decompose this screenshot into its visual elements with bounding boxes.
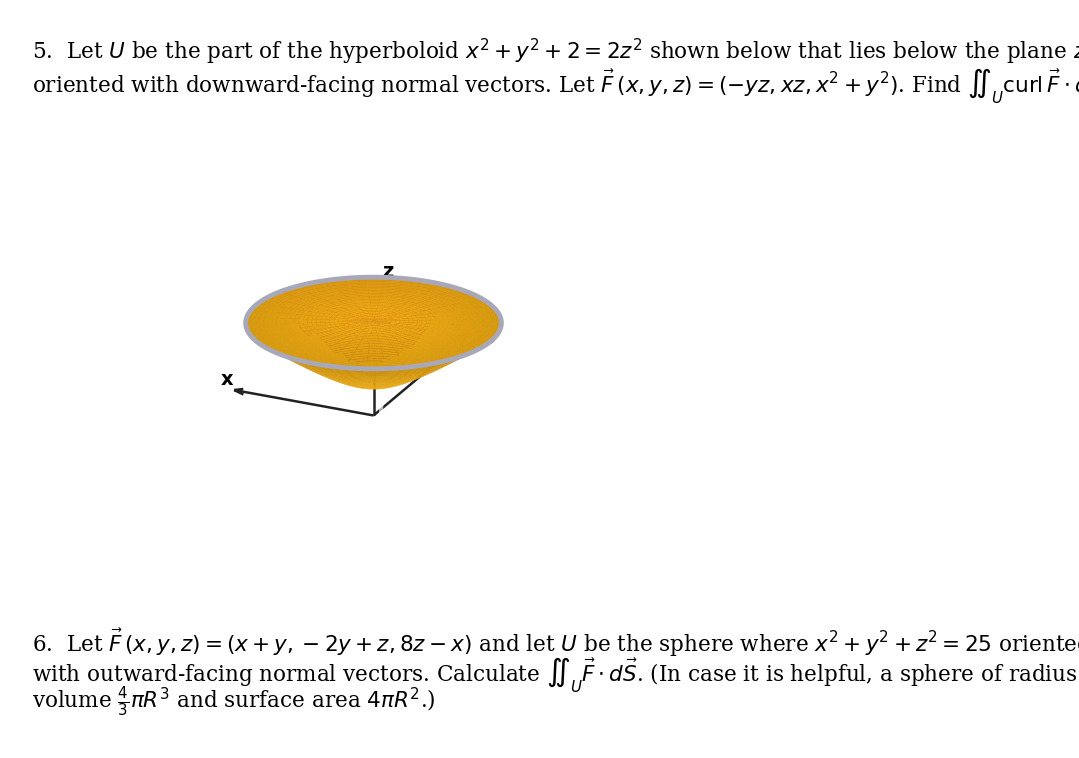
Text: oriented with downward-facing normal vectors. Let $\vec{F}\,(x, y, z) = (-yz, xz: oriented with downward-facing normal vec…: [32, 66, 1079, 106]
Text: volume $\frac{4}{3}\pi R^3$ and surface area $4\pi R^2$.): volume $\frac{4}{3}\pi R^3$ and surface …: [32, 684, 436, 719]
Text: with outward-facing normal vectors. Calculate $\iint_U \vec{F} \cdot d\vec{S}$. : with outward-facing normal vectors. Calc…: [32, 656, 1079, 696]
Text: 5.  Let $U$ be the part of the hyperboloid $x^2 + y^2 + 2 = 2z^2$ shown below th: 5. Let $U$ be the part of the hyperboloi…: [32, 36, 1079, 67]
Text: 6.  Let $\vec{F}\,(x, y, z) = (x + y, -2y + z, 8z - x)$ and let $U$ be the spher: 6. Let $\vec{F}\,(x, y, z) = (x + y, -2y…: [32, 627, 1079, 659]
Text: SSU Mathematics: SSU Mathematics: [265, 402, 497, 427]
